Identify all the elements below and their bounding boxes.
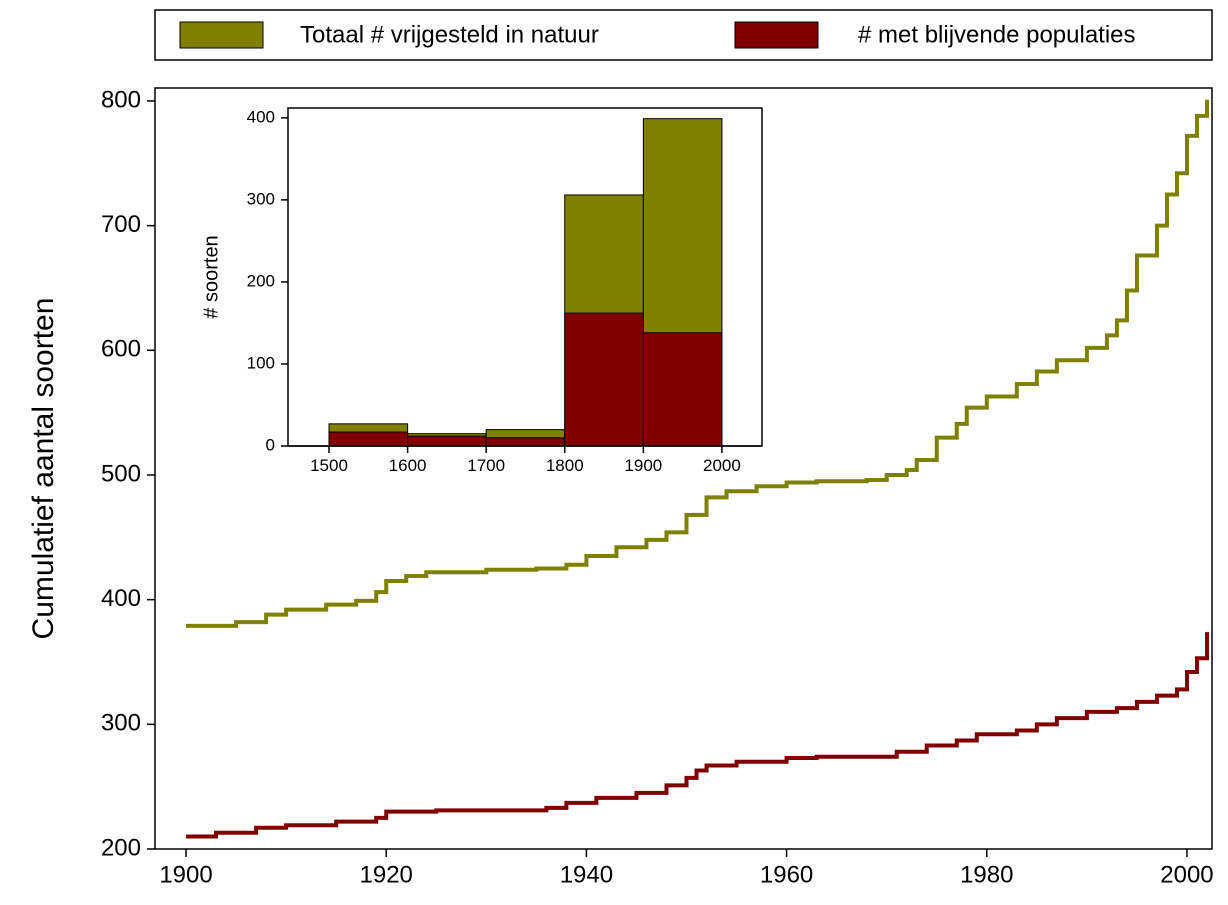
legend-swatch: [179, 21, 264, 49]
y-tick-label: 0: [266, 435, 275, 454]
y-axis-label: # soorten: [200, 235, 222, 318]
x-tick-label: 1800: [546, 456, 584, 475]
x-tick-label: 1500: [310, 456, 348, 475]
histogram-bar: [328, 431, 409, 447]
x-tick-label: 1700: [467, 456, 505, 475]
y-tick-label: 400: [247, 107, 275, 126]
x-tick-label: 1900: [159, 862, 212, 889]
legend-box: [154, 9, 1213, 61]
histogram-bar: [485, 437, 566, 447]
x-tick-label: 2000: [703, 456, 741, 475]
legend-label: # met blijvende populaties: [858, 21, 1136, 48]
y-tick-label: 700: [101, 211, 141, 238]
y-tick-label: 500: [101, 460, 141, 487]
legend-label: Totaal # vrijgesteld in natuur: [300, 21, 599, 48]
x-tick-label: 1980: [960, 862, 1013, 889]
histogram-bar: [564, 312, 644, 447]
y-tick-label: 200: [101, 834, 141, 861]
y-tick-label: 100: [247, 353, 275, 372]
y-tick-label: 600: [101, 336, 141, 363]
x-tick-label: 1600: [389, 456, 427, 475]
x-tick-label: 2000: [1160, 862, 1213, 889]
y-tick-label: 400: [101, 585, 141, 612]
x-tick-label: 1920: [360, 862, 413, 889]
x-tick-label: 1940: [560, 862, 613, 889]
y-tick-label: 300: [101, 710, 141, 737]
y-tick-label: 300: [247, 189, 275, 208]
step-line: [186, 632, 1209, 839]
legend-swatch: [734, 21, 819, 49]
histogram-bar: [407, 435, 487, 447]
y-tick-label: 800: [101, 86, 141, 113]
x-tick-label: 1960: [760, 862, 813, 889]
y-axis-label: Cumulatief aantal soorten: [27, 298, 60, 640]
x-tick-label: 1900: [624, 456, 662, 475]
step-line: [186, 99, 1209, 628]
y-tick-label: 200: [247, 271, 275, 290]
histogram-bar: [642, 332, 723, 447]
